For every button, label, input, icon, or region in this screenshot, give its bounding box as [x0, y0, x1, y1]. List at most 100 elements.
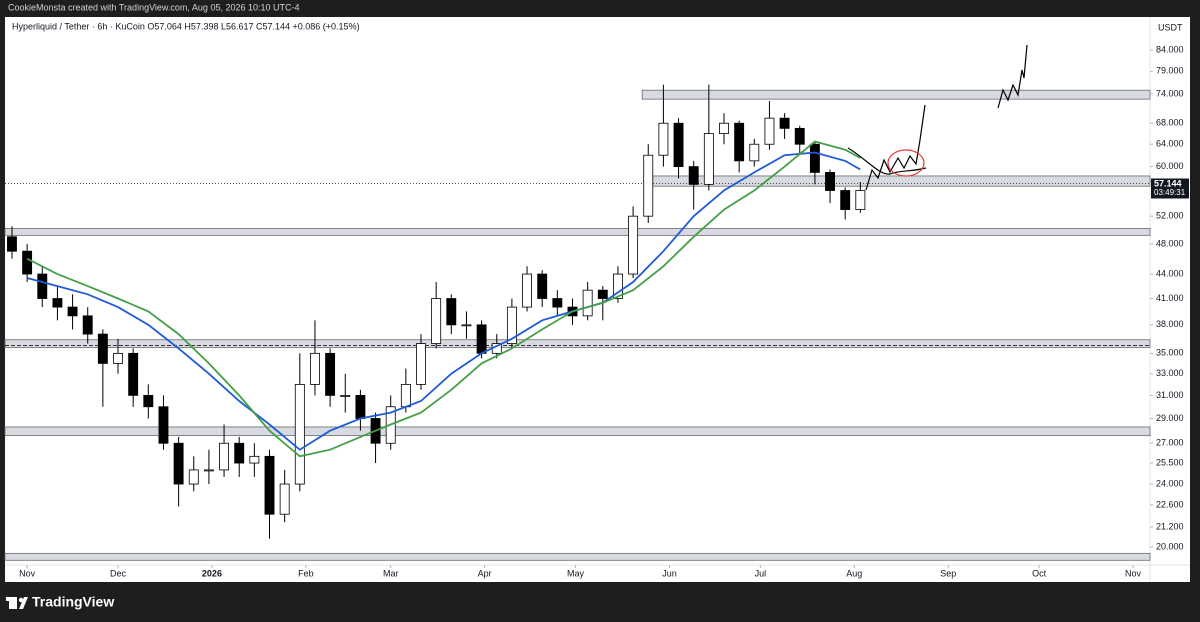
candle-body	[613, 273, 623, 299]
candle-body	[506, 306, 517, 344]
last-price-box	[1151, 178, 1189, 199]
candle-body	[628, 215, 639, 275]
y-tick-label: 25.500	[1156, 457, 1184, 467]
candle-body	[264, 455, 275, 515]
x-tick-label: Apr	[478, 568, 492, 578]
candle-body	[188, 469, 199, 485]
candle-body	[279, 483, 290, 515]
candle-body	[431, 298, 442, 344]
x-tick-label: Nov	[1125, 568, 1142, 578]
candle-body	[310, 352, 320, 385]
credit: CookieMonsta created with TradingView.co…	[8, 2, 300, 12]
y-tick-label: 68.000	[1156, 118, 1184, 128]
candle-body	[234, 442, 245, 464]
y-tick-label: 74.000	[1156, 88, 1184, 98]
candle-body	[82, 315, 93, 335]
candle-body	[461, 324, 472, 327]
y-tick-label: 44.000	[1156, 268, 1184, 278]
candle-body	[552, 298, 563, 308]
y-tick-label: 48.000	[1156, 238, 1184, 248]
candle-body	[113, 352, 123, 364]
candle-body	[97, 333, 108, 364]
y-tick-label: 41.000	[1156, 293, 1184, 303]
candle-body	[173, 442, 184, 485]
candle-body	[643, 154, 654, 217]
x-tick-label: Oct	[1032, 568, 1047, 578]
candle-body	[658, 122, 669, 156]
x-tick-label: Jun	[662, 568, 677, 578]
candle-body	[840, 190, 851, 210]
y-tick-label: 24.000	[1156, 478, 1184, 488]
y-tick-label: 52.000	[1156, 211, 1184, 221]
x-tick-label: Jul	[755, 568, 767, 578]
y-tick-label: 33.000	[1156, 368, 1184, 378]
plot	[4, 84, 1151, 561]
candle-body	[219, 442, 230, 471]
candle-body	[158, 406, 169, 444]
moving-average	[26, 140, 861, 458]
footer-brand: TradingView	[32, 594, 114, 610]
zone	[4, 227, 1151, 236]
y-tick-label: 38.000	[1156, 319, 1184, 329]
y-tick-label: 27.000	[1156, 438, 1184, 448]
last-price-label: 57.144	[1154, 178, 1182, 188]
currency: USDT	[1158, 22, 1183, 32]
zone	[644, 175, 1151, 187]
x-tick-label: 2026	[202, 568, 222, 578]
hand-drawn-projection	[847, 44, 1028, 191]
y-tick-label: 20.000	[1156, 542, 1184, 552]
candle-body	[355, 394, 366, 419]
x-tick-label: Dec	[110, 568, 127, 578]
candle-body	[128, 352, 139, 396]
x-tick-label: May	[567, 568, 585, 578]
candle-body	[582, 289, 593, 317]
candle-body	[249, 455, 260, 464]
candle-body	[779, 117, 790, 129]
candle-body	[325, 352, 336, 396]
candle-body	[294, 383, 305, 485]
zone	[4, 339, 1151, 348]
candle-body	[7, 236, 17, 252]
candle-body	[537, 273, 548, 299]
zone	[4, 426, 1151, 437]
candle-body	[764, 117, 775, 145]
candle-body	[446, 298, 457, 326]
candle-body	[749, 143, 760, 162]
y-tick-label: 31.000	[1156, 390, 1184, 400]
candle-body	[143, 394, 154, 408]
footer-logo	[6, 597, 28, 609]
y-tick-label: 84.000	[1156, 44, 1184, 54]
y-tick-label: 29.000	[1156, 413, 1184, 423]
y-tick-label: 21.200	[1156, 521, 1184, 531]
x-tick-label: Mar	[383, 568, 399, 578]
candle-body	[416, 343, 426, 385]
candle-body	[522, 273, 532, 308]
y-tick-label: 22.600	[1156, 499, 1184, 509]
candle-body	[340, 394, 351, 397]
moving-average	[26, 151, 861, 451]
y-tick-label: 35.000	[1156, 348, 1184, 358]
y-tick-label: 60.000	[1156, 161, 1184, 171]
x-tick-label: Sep	[940, 568, 956, 578]
x-tick-label: Feb	[298, 568, 314, 578]
candle-body	[703, 133, 714, 185]
candle-body	[809, 143, 820, 173]
candle-body	[37, 273, 48, 299]
candle-body	[673, 122, 684, 167]
candle-body	[825, 172, 835, 191]
zone	[4, 552, 1151, 561]
candle-body	[734, 122, 745, 162]
chart-panel	[5, 17, 1190, 582]
y-tick-label: 64.000	[1156, 139, 1184, 149]
candle-body	[476, 324, 487, 354]
countdown-label: 03:49:31	[1154, 188, 1186, 197]
candle-body	[400, 383, 411, 408]
candle-body	[855, 190, 866, 210]
x-tick-label: Aug	[846, 568, 862, 578]
candle-body	[794, 127, 805, 145]
x-tick-label: Nov	[19, 568, 36, 578]
legend-line: Hyperliquid / Tether · 6h · KuCoin O57.0…	[12, 21, 360, 31]
candle-body	[22, 250, 33, 275]
